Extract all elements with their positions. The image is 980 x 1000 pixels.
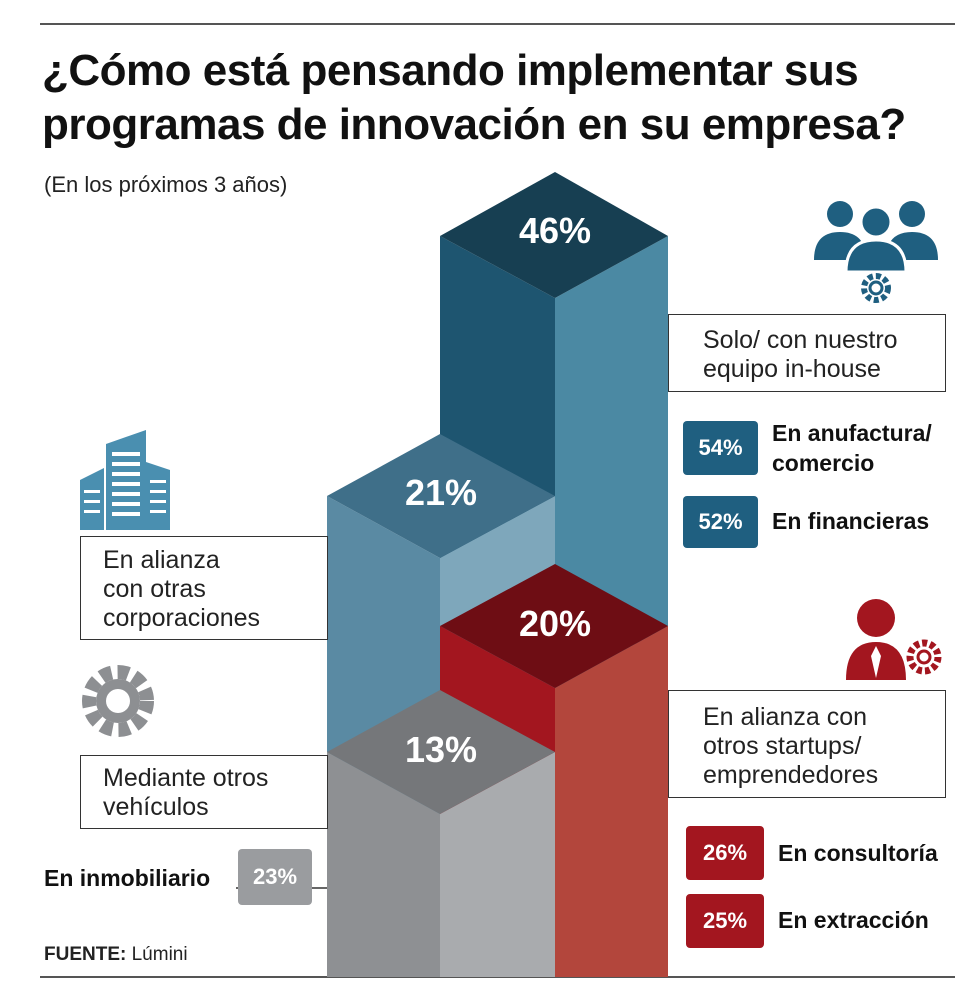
label-startups-line2: otros startups/ bbox=[703, 732, 862, 760]
value-label-corp: 21% bbox=[405, 472, 477, 513]
source-label: FUENTE: bbox=[44, 944, 127, 965]
label-inhouse: Solo/ con nuestro equipo in-house bbox=[668, 314, 946, 392]
badge-label-manufactura-line2: comercio bbox=[772, 450, 875, 476]
label-corp: En alianza con otras corporaciones bbox=[80, 536, 328, 640]
bar-otros-top bbox=[327, 690, 555, 814]
label-inhouse-line2: equipo in-house bbox=[703, 355, 881, 383]
bar-otros-left-face bbox=[327, 752, 440, 977]
source-value: Lúmini bbox=[131, 944, 188, 965]
bar-startups-right-face bbox=[555, 626, 668, 977]
badge-label-extraccion: En extracción bbox=[778, 907, 929, 933]
source-note: FUENTE: Lúmini bbox=[44, 944, 188, 966]
badge-label-consultoria: En consultoría bbox=[778, 840, 938, 866]
badge-consultoria: 26% bbox=[686, 826, 764, 880]
label-corp-line1: En alianza bbox=[103, 546, 220, 574]
badge-label-financieras: En financieras bbox=[772, 508, 930, 534]
badge-label-inmobiliario: En inmobiliario bbox=[44, 865, 211, 891]
chart-subtitle: (En los próximos 3 años) bbox=[44, 172, 288, 197]
label-startups-line3: emprendedores bbox=[703, 761, 879, 789]
badge-label-manufactura-line1: En anufactura/ bbox=[772, 420, 932, 446]
label-inhouse-line1: Solo/ con nuestro bbox=[703, 326, 898, 354]
badge-inmobiliario: 23% bbox=[238, 849, 312, 905]
label-corp-line3: corporaciones bbox=[103, 604, 261, 632]
bar-startups-top bbox=[440, 564, 668, 688]
badge-manufactura: 54% bbox=[683, 421, 758, 475]
label-startups: En alianza con otros startups/ emprended… bbox=[668, 690, 946, 798]
label-otros: Mediante otros vehículos bbox=[80, 755, 328, 829]
buildings-icon bbox=[80, 430, 170, 530]
badge-financieras: 52% bbox=[683, 496, 758, 548]
bar-otros-right-face bbox=[440, 752, 555, 977]
value-label-otros: 13% bbox=[405, 729, 477, 770]
label-startups-line1: En alianza con bbox=[703, 703, 868, 731]
bar-corp-top bbox=[327, 434, 555, 558]
label-corp-line2: con otras bbox=[103, 575, 206, 603]
people-gear-icon bbox=[814, 201, 938, 303]
bar-inhouse-top bbox=[440, 172, 668, 298]
label-otros-line2: vehículos bbox=[103, 793, 209, 821]
label-otros-line1: Mediante otros bbox=[103, 764, 269, 792]
value-label-startups: 20% bbox=[519, 603, 591, 644]
badge-label-manufactura: En anufactura/ comercio bbox=[772, 418, 932, 478]
badge-extraccion: 25% bbox=[686, 894, 764, 948]
person-gear-icon bbox=[846, 599, 942, 680]
value-label-inhouse: 46% bbox=[519, 210, 591, 251]
chart-title: ¿Cómo está pensando implementar sus prog… bbox=[42, 46, 906, 149]
gear-icon bbox=[82, 665, 154, 737]
